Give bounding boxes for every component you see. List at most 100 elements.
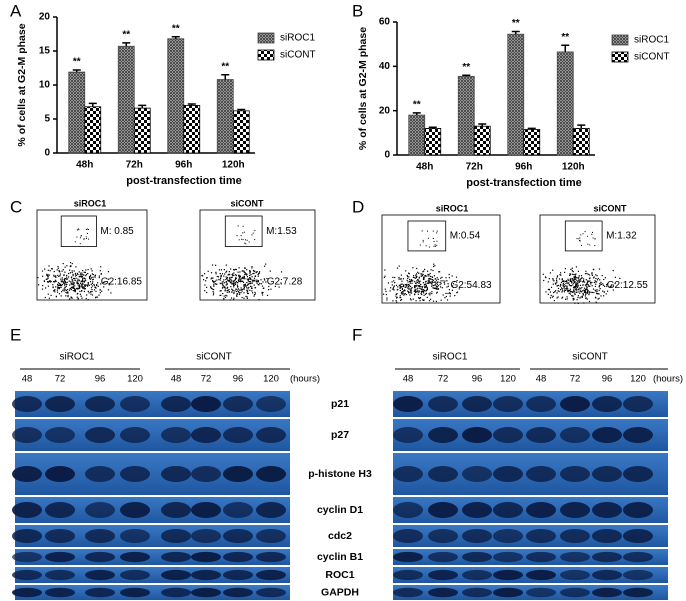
legend-swatch xyxy=(611,34,629,46)
panel-label: F xyxy=(352,325,362,344)
blot-band xyxy=(560,502,590,518)
blot-row-label: cdc2 xyxy=(328,530,352,542)
blot-band xyxy=(120,502,150,518)
blot-row-label: ROC1 xyxy=(325,569,354,581)
blot-band xyxy=(191,587,221,598)
bar xyxy=(523,129,541,156)
blot-band xyxy=(592,427,622,443)
blot-band xyxy=(161,551,191,563)
blot-band xyxy=(428,551,458,563)
plot-title: siROC1 xyxy=(436,203,469,213)
blot-band xyxy=(120,528,150,544)
error-bar xyxy=(527,127,536,130)
blot-band xyxy=(623,427,653,443)
lane-label: 48 xyxy=(171,374,182,385)
m-gate xyxy=(224,215,263,248)
error-bar xyxy=(412,112,421,116)
y-tick-label: 5 xyxy=(44,114,50,125)
error-bar xyxy=(138,104,147,109)
bar xyxy=(572,127,590,156)
blot-band xyxy=(462,551,492,563)
blot-band xyxy=(223,502,253,518)
blot-band xyxy=(12,427,42,443)
plot-title: siCONT xyxy=(230,198,264,208)
blot-band xyxy=(161,587,191,598)
legend-label: siCONT xyxy=(634,52,670,63)
blot-band xyxy=(120,396,150,412)
blot-band xyxy=(623,587,653,598)
x-tick-label: 96h xyxy=(175,160,192,171)
blot-band xyxy=(393,427,423,443)
legend-label: siROC1 xyxy=(634,35,669,46)
significance: ** xyxy=(221,61,229,72)
significance: ** xyxy=(561,32,569,43)
blot-band xyxy=(85,587,115,598)
blot-band xyxy=(560,569,590,581)
blot-band xyxy=(161,396,191,412)
blot-band xyxy=(592,587,622,598)
unit-label: (hours) xyxy=(290,374,320,385)
blot-band xyxy=(120,466,150,482)
blot-band xyxy=(256,528,286,544)
blot-band xyxy=(191,502,221,518)
blot-band xyxy=(560,466,590,482)
blot-band xyxy=(560,528,590,544)
unit-label: (hours) xyxy=(653,374,683,385)
error-bar xyxy=(561,44,570,52)
lane-label: 120 xyxy=(500,374,516,385)
blot-band xyxy=(623,551,653,563)
blot-band xyxy=(428,528,458,544)
panel-label: B xyxy=(352,1,363,20)
bar xyxy=(473,125,491,156)
error-bar xyxy=(511,30,520,35)
blot-band xyxy=(256,502,286,518)
blot-band xyxy=(120,427,150,443)
blot-row-label: p27 xyxy=(331,429,349,441)
blot-band xyxy=(560,396,590,412)
blot-band xyxy=(85,551,115,563)
plot-title: siROC1 xyxy=(74,198,107,208)
blot-band xyxy=(526,396,556,412)
plot-title: siCONT xyxy=(593,203,627,213)
lane-label: 120 xyxy=(127,374,143,385)
y-tick-label: 0 xyxy=(384,150,390,161)
legend-swatch xyxy=(257,32,275,44)
bar xyxy=(117,45,135,154)
blot-band xyxy=(462,427,492,443)
g2-value: G2:54.83 xyxy=(450,280,492,291)
scatter-cloud xyxy=(383,230,460,303)
blot-band xyxy=(161,466,191,482)
blot-band xyxy=(393,466,423,482)
blot-band xyxy=(526,502,556,518)
bar xyxy=(84,106,102,154)
bar xyxy=(457,75,475,156)
blot-band xyxy=(45,569,75,581)
x-tick-label: 120h xyxy=(222,160,245,171)
blot-band xyxy=(462,502,492,518)
x-tick-label: 120h xyxy=(562,162,585,173)
blot-band xyxy=(592,396,622,412)
scatter-cloud xyxy=(37,228,112,301)
legend-swatch xyxy=(611,51,629,63)
blot-band xyxy=(493,396,523,412)
panel-label: D xyxy=(352,197,364,216)
blot-band xyxy=(256,569,286,581)
blot-band xyxy=(560,551,590,563)
panel-label: E xyxy=(10,325,21,344)
y-tick-label: 20 xyxy=(39,12,51,23)
bar xyxy=(232,110,250,154)
error-bar xyxy=(122,42,131,47)
blot-band xyxy=(12,551,42,563)
blot-band xyxy=(592,466,622,482)
blot-band xyxy=(393,587,423,598)
blot-band xyxy=(493,551,523,563)
blot-band xyxy=(393,396,423,412)
blot-band xyxy=(592,528,622,544)
legend-swatch xyxy=(257,49,275,61)
blot-band xyxy=(493,587,523,598)
blot-band xyxy=(623,528,653,544)
lane-label: 72 xyxy=(201,374,212,385)
significance: ** xyxy=(462,62,470,73)
error-bar xyxy=(187,103,196,106)
blot-band xyxy=(393,528,423,544)
